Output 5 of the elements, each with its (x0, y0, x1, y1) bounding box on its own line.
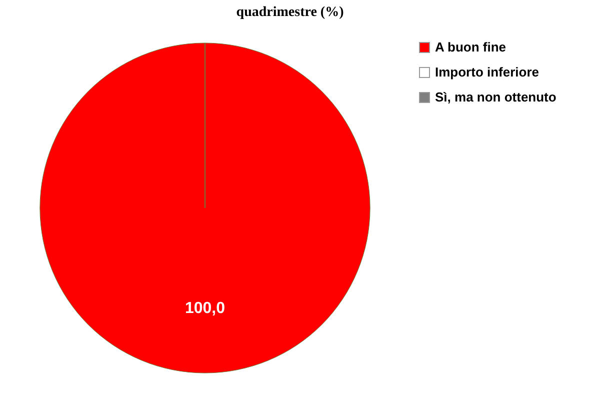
data-label: 100,0 (184, 300, 226, 317)
chart-title: quadrimestre (%) (236, 5, 344, 20)
legend-label: A buon fine (435, 40, 506, 54)
legend-label: Sì, ma non ottenuto (435, 90, 556, 104)
legend-label: Importo inferiore (435, 64, 540, 80)
